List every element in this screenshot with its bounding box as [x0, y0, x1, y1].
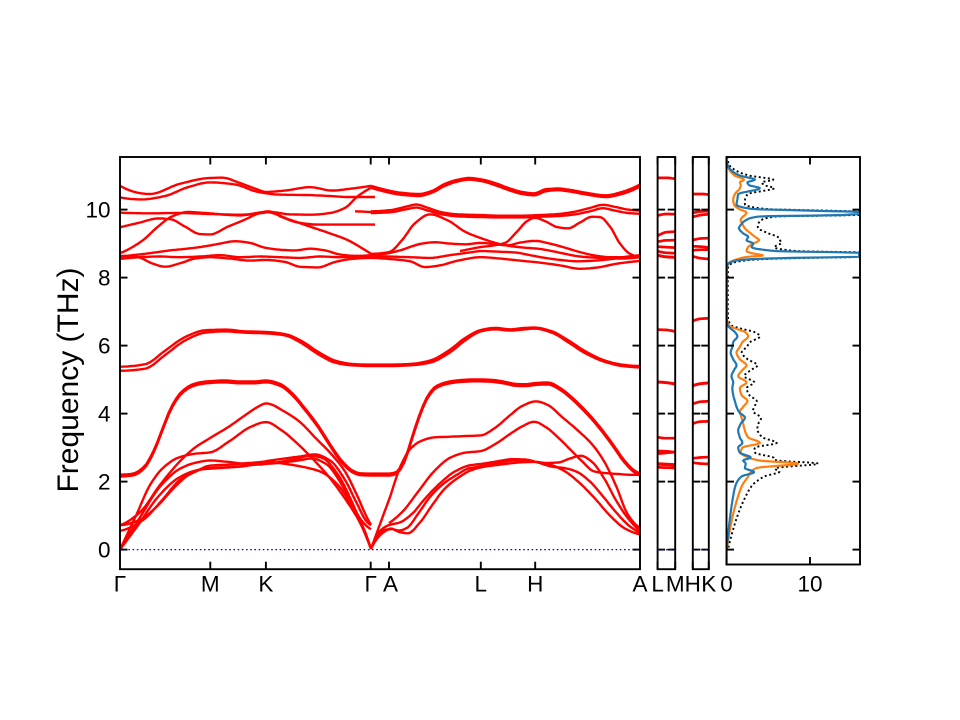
svg-text:0: 0 — [98, 538, 111, 563]
svg-text:0: 0 — [720, 572, 733, 597]
svg-text:8: 8 — [98, 266, 111, 291]
svg-text:10: 10 — [85, 198, 110, 223]
svg-text:K: K — [258, 572, 273, 597]
svg-text:H: H — [685, 572, 701, 597]
svg-text:H: H — [527, 572, 543, 597]
svg-text:A: A — [383, 572, 398, 597]
svg-text:M: M — [201, 572, 220, 597]
svg-text:L: L — [651, 572, 664, 597]
svg-text:L: L — [475, 572, 488, 597]
svg-text:A: A — [632, 572, 647, 597]
svg-text:Γ: Γ — [114, 572, 126, 597]
svg-text:10: 10 — [797, 572, 822, 597]
svg-text:2: 2 — [98, 470, 111, 495]
svg-text:6: 6 — [98, 334, 111, 359]
svg-text:4: 4 — [98, 402, 111, 427]
svg-text:Frequency (THz): Frequency (THz) — [52, 267, 85, 492]
svg-text:M: M — [666, 572, 685, 597]
svg-text:K: K — [701, 572, 716, 597]
svg-text:Γ: Γ — [364, 572, 376, 597]
